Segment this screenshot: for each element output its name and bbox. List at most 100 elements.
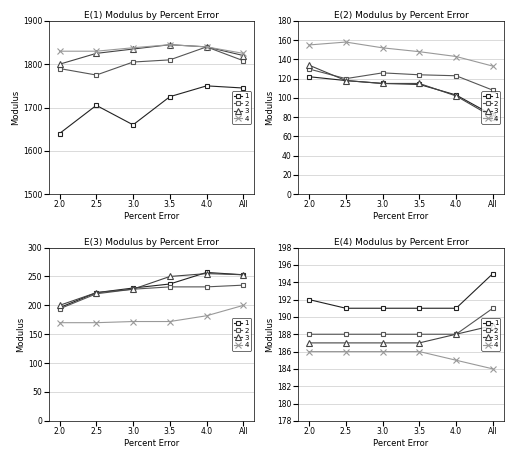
3 <box>130 286 136 292</box>
1 <box>167 281 173 287</box>
4 <box>167 42 173 47</box>
Legend: 1, 2, 3, 4: 1, 2, 3, 4 <box>482 91 501 124</box>
Line: 2: 2 <box>57 45 246 78</box>
2 <box>416 72 422 78</box>
Line: 1: 1 <box>57 84 246 136</box>
2 <box>130 59 136 65</box>
3 <box>342 78 349 84</box>
1 <box>167 94 173 100</box>
3 <box>93 290 99 296</box>
2 <box>490 306 496 311</box>
3 <box>416 81 422 86</box>
1 <box>380 306 386 311</box>
4 <box>93 49 99 54</box>
2 <box>241 58 247 63</box>
2 <box>57 306 63 312</box>
3 <box>380 81 386 86</box>
1 <box>130 122 136 128</box>
3 <box>57 302 63 308</box>
4 <box>306 349 312 354</box>
1 <box>57 305 63 310</box>
4 <box>93 320 99 325</box>
2 <box>130 286 136 292</box>
4 <box>130 45 136 50</box>
Line: 3: 3 <box>306 323 495 346</box>
2 <box>57 66 63 71</box>
1 <box>416 306 422 311</box>
4 <box>130 319 136 325</box>
X-axis label: Percent Error: Percent Error <box>124 212 179 221</box>
1 <box>342 306 349 311</box>
Y-axis label: Modulus: Modulus <box>11 90 20 125</box>
Title: E(2) Modulus by Percent Error: E(2) Modulus by Percent Error <box>334 11 468 20</box>
1 <box>306 297 312 302</box>
3 <box>203 271 210 276</box>
1 <box>57 131 63 136</box>
1 <box>93 290 99 296</box>
2 <box>380 331 386 337</box>
X-axis label: Percent Error: Percent Error <box>373 439 428 448</box>
1 <box>93 103 99 108</box>
4 <box>380 349 386 354</box>
3 <box>306 340 312 346</box>
4 <box>453 358 459 363</box>
2 <box>203 284 210 290</box>
2 <box>203 44 210 50</box>
Line: 4: 4 <box>305 348 496 372</box>
3 <box>490 323 496 328</box>
Line: 3: 3 <box>306 62 495 120</box>
Line: 1: 1 <box>57 270 246 310</box>
1 <box>241 85 247 91</box>
Line: 4: 4 <box>56 302 247 326</box>
1 <box>130 285 136 291</box>
3 <box>130 46 136 52</box>
1 <box>453 92 459 98</box>
4 <box>57 49 63 54</box>
2 <box>342 331 349 337</box>
Line: 4: 4 <box>305 39 496 70</box>
4 <box>167 319 173 325</box>
1 <box>380 81 386 86</box>
3 <box>167 274 173 279</box>
Line: 1: 1 <box>306 74 495 118</box>
4 <box>241 302 247 308</box>
3 <box>453 93 459 99</box>
3 <box>241 272 247 278</box>
1 <box>203 83 210 89</box>
Line: 3: 3 <box>57 42 246 67</box>
3 <box>380 340 386 346</box>
4 <box>380 45 386 50</box>
4 <box>241 50 247 56</box>
Line: 3: 3 <box>57 271 246 308</box>
4 <box>416 49 422 55</box>
3 <box>490 114 496 120</box>
2 <box>380 70 386 76</box>
Line: 4: 4 <box>56 41 247 57</box>
2 <box>306 331 312 337</box>
Y-axis label: Modulus: Modulus <box>16 317 25 352</box>
Line: 1: 1 <box>306 271 495 311</box>
2 <box>453 73 459 78</box>
3 <box>241 53 247 58</box>
Line: 2: 2 <box>306 67 495 93</box>
2 <box>453 331 459 337</box>
3 <box>416 340 422 346</box>
1 <box>342 78 349 84</box>
Line: 2: 2 <box>57 283 246 311</box>
4 <box>57 320 63 325</box>
4 <box>490 366 496 372</box>
4 <box>306 42 312 48</box>
2 <box>93 291 99 297</box>
2 <box>342 76 349 81</box>
Legend: 1, 2, 3, 4: 1, 2, 3, 4 <box>232 318 251 351</box>
2 <box>490 87 496 93</box>
1 <box>203 270 210 275</box>
4 <box>342 39 349 45</box>
2 <box>306 66 312 72</box>
1 <box>490 112 496 118</box>
Y-axis label: Modulus: Modulus <box>266 317 274 352</box>
1 <box>306 74 312 79</box>
X-axis label: Percent Error: Percent Error <box>373 212 428 221</box>
3 <box>93 50 99 56</box>
3 <box>167 42 173 47</box>
